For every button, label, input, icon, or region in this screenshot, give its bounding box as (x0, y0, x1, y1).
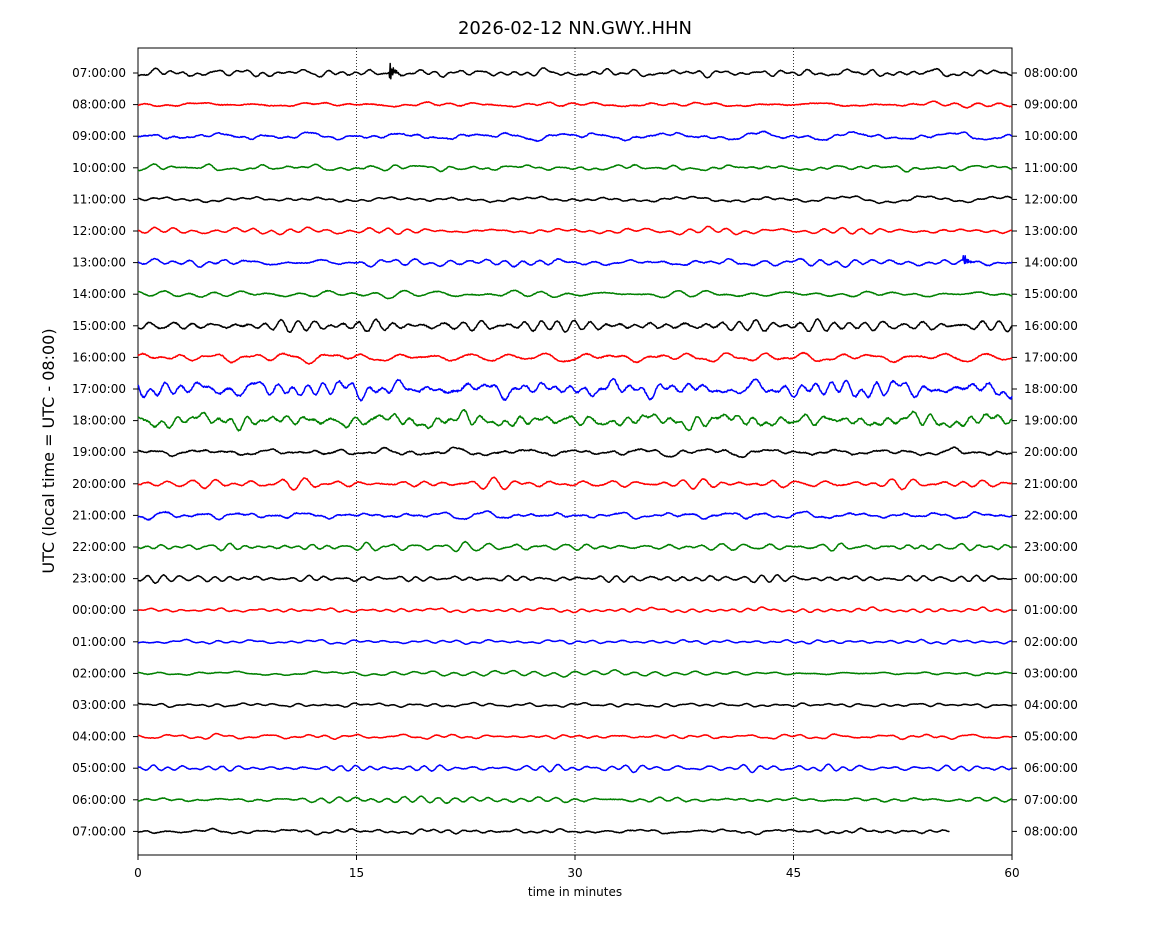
x-tick-label: 60 (1004, 866, 1019, 880)
local-hour-labels: 08:00:00 09:00:00 10:00:00 11:00:00 12:00:00… (1012, 66, 1078, 838)
local-hour-label: 10:00:00 (1024, 129, 1078, 143)
x-tick-label: 15 (349, 866, 364, 880)
seismic-traces (137, 62, 1013, 836)
trace-130000-row-6 (137, 254, 1013, 268)
utc-hour-labels: 07:00:00 08:00:00 09:00:00 10:00:00 11:00:00… (72, 66, 138, 838)
trace-070000-row-0 (137, 62, 1013, 80)
x-tick-label: 45 (786, 866, 801, 880)
x-axis-label: time in minutes (528, 885, 622, 899)
trace-180000-row-11 (137, 408, 1013, 432)
utc-hour-label: 20:00:00 (72, 477, 126, 491)
trace-030000-row-20 (137, 701, 1013, 709)
local-hour-label: 12:00:00 (1024, 192, 1078, 206)
trace-150000-row-8 (137, 318, 1013, 334)
local-hour-label: 18:00:00 (1024, 382, 1078, 396)
trace-090000-row-2 (137, 130, 1013, 143)
utc-hour-label: 07:00:00 (72, 66, 126, 80)
utc-hour-label: 18:00:00 (72, 414, 126, 428)
trace-070000-row-24 (137, 827, 950, 836)
utc-hour-label: 17:00:00 (72, 382, 126, 396)
local-hour-label: 21:00:00 (1024, 477, 1078, 491)
utc-hour-label: 14:00:00 (72, 287, 126, 301)
local-hour-label: 04:00:00 (1024, 698, 1078, 712)
utc-hour-label: 12:00:00 (72, 224, 126, 238)
trace-200000-row-13 (137, 476, 1013, 491)
utc-hour-label: 00:00:00 (72, 603, 126, 617)
trace-020000-row-19 (137, 669, 1013, 678)
trace-060000-row-23 (137, 795, 1013, 805)
local-hour-label: 03:00:00 (1024, 666, 1078, 680)
local-hour-label: 06:00:00 (1024, 761, 1078, 775)
x-axis-ticks: 0 15 30 45 60 (134, 855, 1020, 880)
y-axis-label: UTC (local time = UTC - 08:00) (39, 328, 58, 573)
local-hour-label: 08:00:00 (1024, 66, 1078, 80)
trace-170000-row-10 (137, 377, 1013, 402)
utc-hour-label: 13:00:00 (72, 256, 126, 270)
local-hour-label: 09:00:00 (1024, 98, 1078, 112)
x-tick-label: 30 (567, 866, 582, 880)
local-hour-label: 15:00:00 (1024, 287, 1078, 301)
utc-hour-label: 05:00:00 (72, 761, 126, 775)
local-hour-label: 08:00:00 (1024, 824, 1078, 838)
chart-title: 2026-02-12 NN.GWY..HHN (458, 18, 692, 39)
local-hour-label: 07:00:00 (1024, 793, 1078, 807)
utc-hour-label: 04:00:00 (72, 730, 126, 744)
utc-hour-label: 01:00:00 (72, 635, 126, 649)
trace-040000-row-21 (137, 732, 1013, 741)
utc-hour-label: 19:00:00 (72, 445, 126, 459)
utc-hour-label: 21:00:00 (72, 508, 126, 522)
trace-160000-row-9 (137, 351, 1013, 365)
utc-hour-label: 15:00:00 (72, 319, 126, 333)
local-hour-label: 19:00:00 (1024, 414, 1078, 428)
local-hour-label: 17:00:00 (1024, 350, 1078, 364)
local-hour-label: 16:00:00 (1024, 319, 1078, 333)
local-hour-label: 05:00:00 (1024, 730, 1078, 744)
utc-hour-label: 11:00:00 (72, 192, 126, 206)
local-hour-label: 20:00:00 (1024, 445, 1078, 459)
utc-hour-label: 22:00:00 (72, 540, 126, 554)
trace-140000-row-7 (137, 289, 1013, 300)
local-hour-label: 02:00:00 (1024, 635, 1078, 649)
utc-hour-label: 03:00:00 (72, 698, 126, 712)
trace-220000-row-15 (137, 540, 1013, 553)
trace-120000-row-5 (137, 225, 1013, 236)
local-hour-label: 13:00:00 (1024, 224, 1078, 238)
local-hour-label: 01:00:00 (1024, 603, 1078, 617)
local-hour-label: 22:00:00 (1024, 508, 1078, 522)
trace-100000-row-3 (137, 163, 1013, 173)
trace-000000-row-17 (137, 606, 1013, 614)
x-tick-label: 0 (134, 866, 142, 880)
utc-hour-label: 10:00:00 (72, 161, 126, 175)
local-hour-label: 11:00:00 (1024, 161, 1078, 175)
utc-hour-label: 02:00:00 (72, 666, 126, 680)
utc-hour-label: 23:00:00 (72, 572, 126, 586)
utc-hour-label: 16:00:00 (72, 350, 126, 364)
trace-080000-row-1 (137, 100, 1013, 109)
utc-hour-label: 09:00:00 (72, 129, 126, 143)
trace-050000-row-22 (137, 763, 1013, 774)
local-hour-label: 14:00:00 (1024, 256, 1078, 270)
utc-hour-label: 08:00:00 (72, 98, 126, 112)
trace-210000-row-14 (137, 510, 1013, 521)
utc-hour-label: 06:00:00 (72, 793, 126, 807)
local-hour-label: 00:00:00 (1024, 572, 1078, 586)
trace-010000-row-18 (137, 638, 1013, 645)
trace-190000-row-12 (137, 446, 1013, 459)
utc-hour-label: 07:00:00 (72, 824, 126, 838)
trace-110000-row-4 (137, 195, 1013, 205)
vertical-gridlines (356, 48, 794, 855)
trace-230000-row-16 (137, 574, 1013, 585)
local-hour-label: 23:00:00 (1024, 540, 1078, 554)
